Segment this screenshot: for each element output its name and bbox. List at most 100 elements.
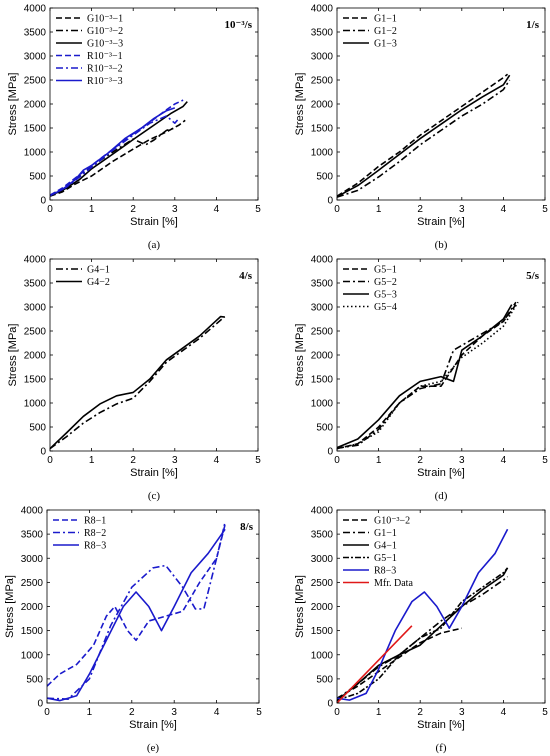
y-tick-label: 500 (316, 674, 333, 685)
y-axis-label: Stress [MPa] (294, 575, 306, 638)
x-tick-label: 0 (47, 455, 53, 466)
y-axis-label: Stress [MPa] (7, 324, 19, 387)
series-line-2 (50, 315, 225, 450)
x-tick-label: 2 (417, 707, 423, 718)
series-line-3 (47, 528, 226, 702)
series-line-1 (337, 73, 509, 197)
x-axis-label: Strain [%] (417, 216, 465, 228)
series-line-5 (337, 528, 509, 701)
x-tick-label: 3 (459, 204, 465, 215)
x-axis-label: Strain [%] (129, 719, 177, 731)
y-tick-label: 1500 (24, 375, 47, 386)
y-tick-label: 1500 (311, 375, 334, 386)
y-tick-label: 500 (29, 172, 46, 183)
y-tick-label: 0 (327, 699, 333, 710)
plot-frame (336, 258, 546, 452)
y-tick-label: 1000 (311, 399, 334, 410)
legend-label: G5−3 (374, 290, 397, 301)
y-tick-label: 2000 (24, 351, 47, 362)
y-tick-label: 3000 (24, 52, 47, 63)
y-tick-label: 500 (26, 674, 43, 685)
y-tick-label: 2500 (24, 76, 47, 87)
x-tick-label: 5 (255, 204, 261, 215)
y-tick-label: 3500 (311, 530, 334, 541)
legend-label: G4−2 (87, 277, 110, 288)
x-tick-label: 1 (376, 707, 382, 718)
legend-label: G10⁻³−1 (87, 14, 123, 25)
y-tick-label: 2000 (311, 351, 334, 362)
x-tick-label: 2 (130, 204, 136, 215)
chart-panel-2: 0 1 2 3 4 5 0 500 1000 1500 2000 2500 3000 3500 4000 St… (294, 4, 548, 252)
legend-label: G5−1 (374, 553, 397, 564)
x-tick-label: 1 (376, 455, 382, 466)
y-tick-label: 4000 (24, 255, 47, 266)
x-tick-label: 3 (171, 707, 177, 718)
legend-label: G4−1 (87, 265, 110, 276)
legend-label: Mfr. Data (374, 578, 413, 589)
y-tick-label: 3000 (21, 554, 44, 565)
y-tick-label: 2000 (311, 602, 334, 613)
plot-frame (46, 509, 260, 704)
y-tick-label: 4000 (311, 255, 334, 266)
x-tick-label: 4 (214, 707, 220, 718)
y-tick-label: 3500 (311, 28, 334, 39)
y-tick-label: 0 (37, 699, 43, 710)
series-line-6 (337, 625, 413, 703)
y-tick-label: 3000 (311, 303, 334, 314)
x-axis-label: Strain [%] (417, 719, 465, 731)
panel-caption: (c) (148, 490, 161, 502)
x-tick-label: 2 (417, 455, 423, 466)
y-tick-label: 1000 (311, 148, 334, 159)
legend-label: R10⁻³−3 (87, 76, 123, 87)
legend-label: R8−3 (84, 541, 106, 552)
y-tick-label: 0 (327, 447, 333, 458)
x-tick-label: 4 (214, 204, 220, 215)
x-tick-label: 1 (376, 204, 382, 215)
y-tick-label: 2500 (311, 327, 334, 338)
legend-label: G10⁻³−2 (374, 516, 410, 527)
x-tick-label: 0 (47, 204, 53, 215)
y-tick-label: 2500 (21, 578, 44, 589)
chart-panel-1: 0 1 2 3 4 5 0 500 1000 1500 2000 2500 3000 3500 4000 St… (7, 4, 261, 252)
y-axis-label: Stress [MPa] (4, 575, 16, 638)
y-tick-label: 4000 (311, 4, 334, 15)
y-tick-label: 1000 (21, 650, 44, 661)
x-tick-label: 4 (501, 455, 507, 466)
strain-rate-annotation: 10⁻³/s (225, 19, 253, 31)
y-axis-label: Stress [MPa] (7, 73, 19, 136)
y-tick-label: 4000 (21, 506, 44, 517)
x-tick-label: 0 (44, 707, 50, 718)
legend-label: G1−1 (374, 528, 397, 539)
legend-label: R8−1 (84, 516, 106, 527)
x-tick-label: 0 (334, 707, 340, 718)
legend-label: G5−2 (374, 277, 397, 288)
panel-caption: (b) (435, 239, 448, 251)
legend-label: G10⁻³−3 (87, 39, 123, 50)
x-tick-label: 2 (129, 707, 135, 718)
x-tick-label: 5 (542, 455, 548, 466)
series-line-4 (337, 567, 509, 701)
legend-label: G1−2 (374, 26, 397, 37)
legend-label: R8−3 (374, 566, 396, 577)
x-tick-label: 4 (501, 707, 507, 718)
x-tick-label: 4 (214, 455, 220, 466)
plot-frame (49, 7, 259, 201)
x-axis-label: Strain [%] (130, 216, 178, 228)
series-line-3 (337, 74, 511, 198)
legend-label: G1−3 (374, 39, 397, 50)
y-tick-label: 2000 (21, 602, 44, 613)
series-line-2 (47, 521, 226, 700)
x-tick-label: 1 (89, 204, 95, 215)
y-tick-label: 2000 (24, 100, 47, 111)
y-tick-label: 0 (327, 196, 333, 207)
series-line-3 (50, 101, 188, 197)
x-tick-label: 3 (172, 204, 178, 215)
y-tick-label: 3500 (311, 279, 334, 290)
x-tick-label: 4 (501, 204, 507, 215)
series-line-2 (50, 127, 176, 196)
series-line-2 (337, 79, 511, 198)
x-tick-label: 1 (87, 707, 93, 718)
series-line-2 (337, 301, 517, 449)
series-line-1 (50, 315, 226, 450)
y-tick-label: 500 (29, 423, 46, 434)
